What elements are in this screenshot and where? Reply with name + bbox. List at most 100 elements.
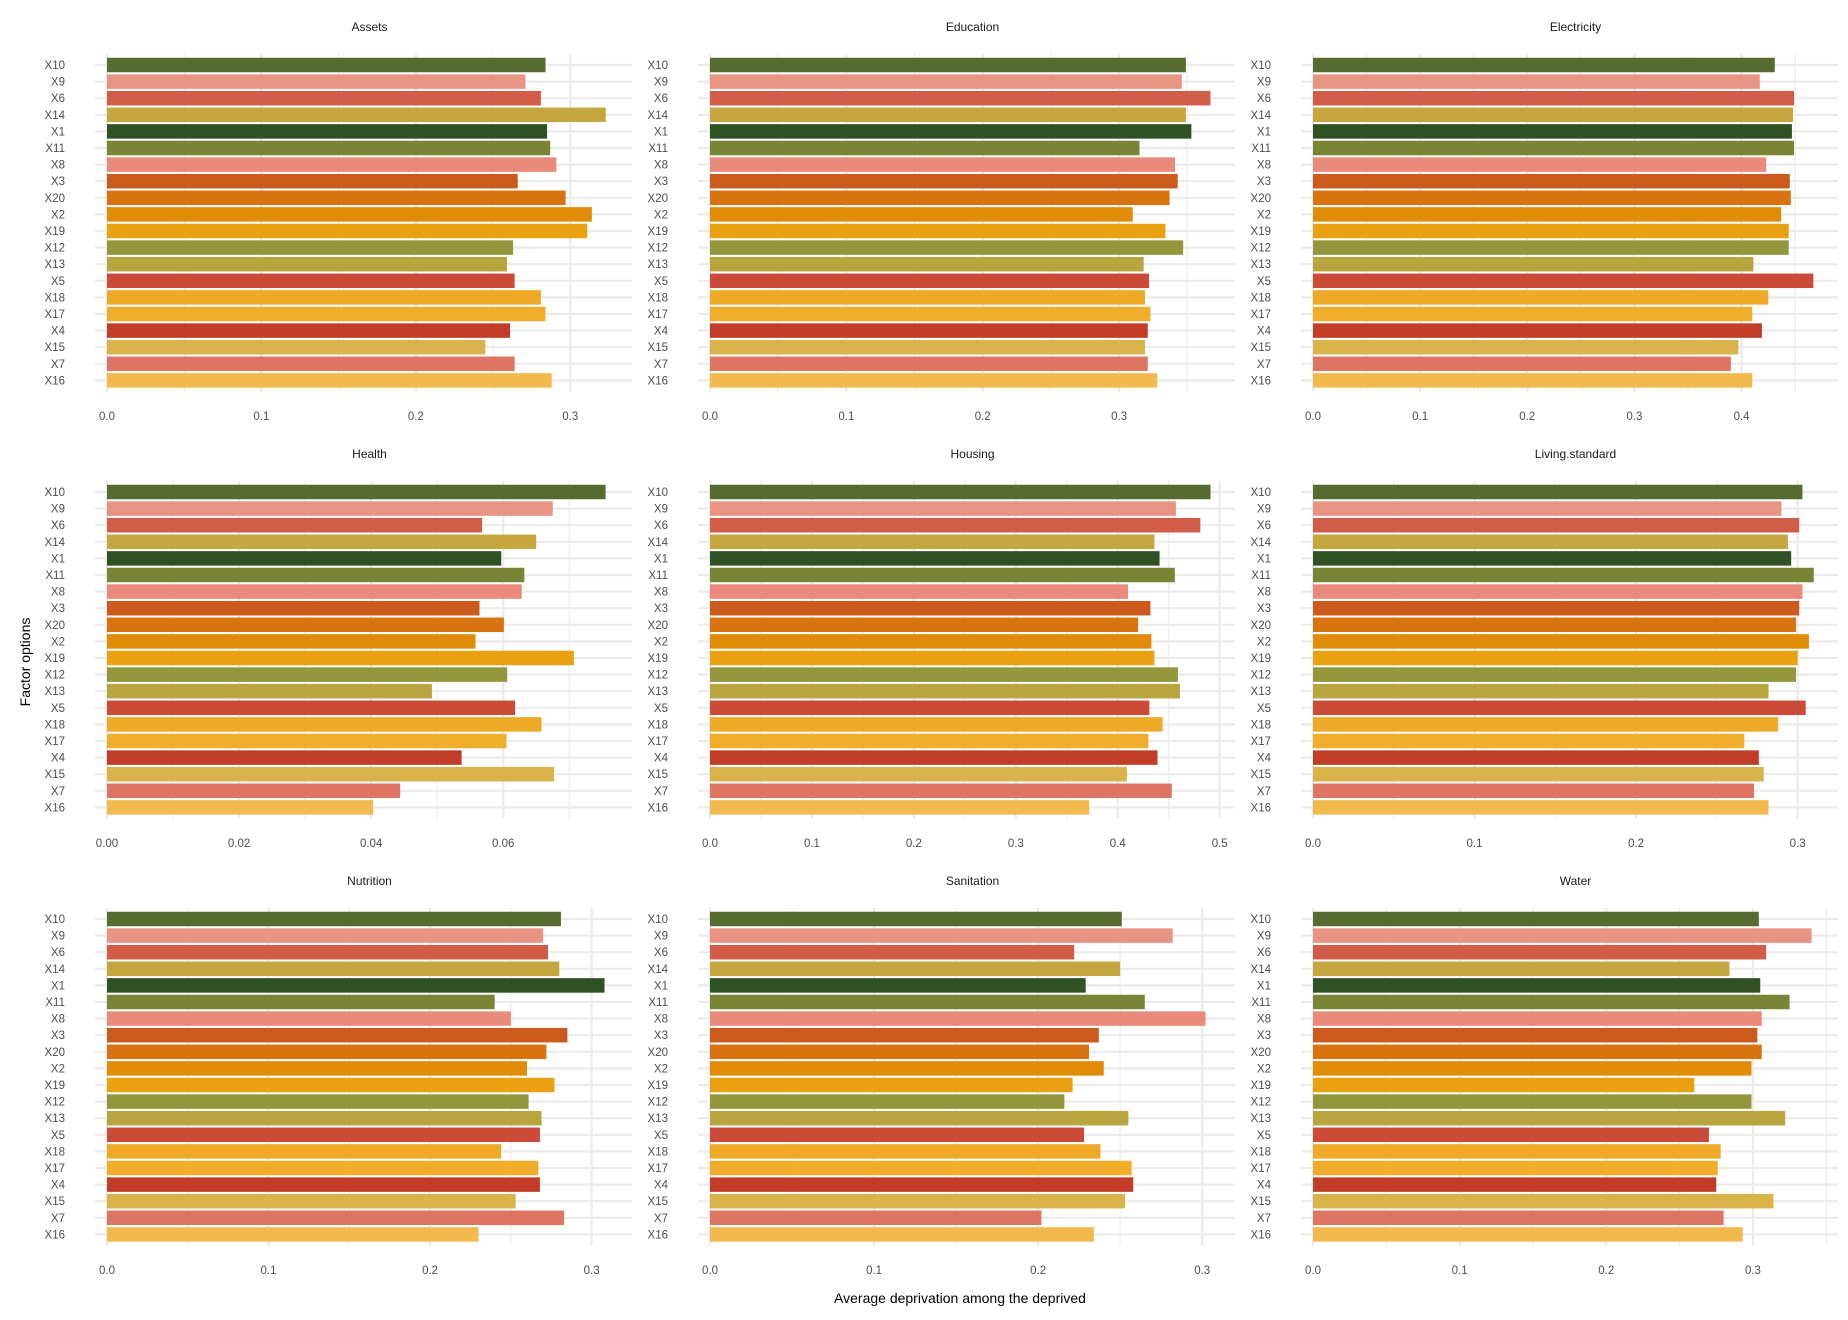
bar-x12 bbox=[1313, 240, 1789, 255]
bar-x15 bbox=[710, 339, 1145, 355]
category-label: X11 bbox=[648, 570, 668, 582]
category-label: X10 bbox=[45, 487, 65, 499]
category-label: X11 bbox=[45, 997, 65, 1009]
bar-x5 bbox=[107, 700, 516, 716]
bar-x15 bbox=[710, 766, 1127, 782]
bar-x9 bbox=[710, 501, 1176, 516]
bar-x8 bbox=[710, 157, 1175, 172]
category-label: X3 bbox=[1257, 176, 1271, 188]
bar-x20 bbox=[107, 1044, 547, 1060]
x-tick-label: 0.4 bbox=[1110, 838, 1127, 850]
bar-x19 bbox=[710, 223, 1166, 239]
category-label: X3 bbox=[51, 176, 65, 188]
panel-housing: X10 X9 X6 X14 X1 X11 X8 X3 X20 X2 X19 X12 X13 X5 X18 X1… bbox=[648, 447, 1235, 850]
category-label: X20 bbox=[1251, 1047, 1271, 1059]
x-tick-label: 0.0 bbox=[99, 1265, 115, 1277]
bar-x16 bbox=[107, 1227, 479, 1242]
x-tick-label: 0.2 bbox=[1628, 838, 1644, 850]
category-label: X1 bbox=[51, 553, 65, 565]
category-label: X6 bbox=[1257, 93, 1271, 105]
bar-x9 bbox=[107, 928, 544, 943]
bar-x5 bbox=[710, 273, 1150, 289]
bar-x8 bbox=[710, 584, 1128, 599]
category-label: X1 bbox=[51, 126, 65, 138]
category-label: X4 bbox=[1257, 753, 1272, 765]
bar-x5 bbox=[107, 1127, 540, 1143]
category-label: X7 bbox=[654, 786, 668, 798]
x-tick-label: 0.1 bbox=[866, 1265, 882, 1277]
category-label: X14 bbox=[648, 537, 669, 549]
bar-x12 bbox=[710, 667, 1178, 682]
bar-x3 bbox=[107, 600, 480, 616]
category-label: X1 bbox=[654, 980, 668, 992]
bar-x4 bbox=[107, 1177, 540, 1192]
category-label: X13 bbox=[45, 686, 65, 698]
x-tick-label: 0.1 bbox=[261, 1265, 277, 1277]
bar-x9 bbox=[1313, 501, 1782, 516]
bar-x11 bbox=[107, 140, 551, 156]
bar-x20 bbox=[1313, 617, 1796, 633]
bar-x17 bbox=[710, 733, 1149, 749]
category-label: X8 bbox=[654, 587, 668, 599]
x-tick-label: 0.5 bbox=[1212, 838, 1228, 850]
bar-x16 bbox=[1313, 800, 1769, 815]
x-tick-label: 0.2 bbox=[975, 411, 991, 423]
category-label: X15 bbox=[648, 769, 668, 781]
x-tick-label: 0.3 bbox=[562, 411, 578, 423]
category-label: X8 bbox=[1257, 587, 1271, 599]
bar-x6 bbox=[107, 944, 548, 960]
category-label: X13 bbox=[1251, 259, 1271, 271]
bar-x18 bbox=[710, 717, 1163, 732]
bar-x4 bbox=[1313, 323, 1762, 338]
category-label: X4 bbox=[654, 326, 669, 338]
bar-x14 bbox=[710, 961, 1121, 977]
category-label: X7 bbox=[654, 359, 668, 371]
bar-x11 bbox=[107, 994, 495, 1010]
category-label: X15 bbox=[1251, 342, 1271, 354]
category-label: X12 bbox=[1251, 1097, 1271, 1109]
bar-x4 bbox=[710, 750, 1158, 765]
bar-x13 bbox=[710, 1110, 1129, 1126]
panel-title: Sanitation bbox=[946, 874, 999, 888]
bar-x18 bbox=[107, 290, 541, 305]
category-label: X11 bbox=[1251, 143, 1271, 155]
x-tick-label: 0.2 bbox=[906, 838, 922, 850]
category-label: X14 bbox=[45, 537, 66, 549]
category-label: X3 bbox=[654, 603, 668, 615]
category-label: X2 bbox=[1257, 1063, 1271, 1075]
category-label: X7 bbox=[1257, 359, 1271, 371]
category-label: X5 bbox=[654, 703, 668, 715]
bar-x3 bbox=[1313, 173, 1790, 189]
bar-x2 bbox=[710, 1061, 1104, 1076]
category-label: X12 bbox=[648, 670, 668, 682]
bar-x15 bbox=[107, 339, 486, 355]
bar-x13 bbox=[107, 256, 507, 272]
bar-x9 bbox=[710, 74, 1182, 89]
category-label: X5 bbox=[654, 276, 668, 288]
bar-x1 bbox=[107, 124, 548, 139]
bar-x12 bbox=[710, 1094, 1065, 1109]
category-label: X20 bbox=[45, 1047, 65, 1059]
bar-x16 bbox=[710, 1227, 1094, 1242]
category-label: X12 bbox=[1251, 670, 1271, 682]
panel-title: Water bbox=[1560, 874, 1592, 888]
x-tick-label: 0.3 bbox=[1111, 411, 1127, 423]
bar-x15 bbox=[710, 1193, 1126, 1209]
category-label: X17 bbox=[648, 736, 668, 748]
x-tick-label: 0.0 bbox=[1305, 1265, 1321, 1277]
category-label: X8 bbox=[654, 160, 668, 172]
panel-assets: X10 X9 X6 X14 X1 X11 X8 X3 X20 X2 X19 X12 X13 X5 X18 X1… bbox=[45, 20, 632, 423]
bar-x2 bbox=[1313, 207, 1782, 222]
bar-x14 bbox=[107, 534, 537, 550]
x-tick-label: 0.1 bbox=[1452, 1265, 1468, 1277]
x-tick-label: 0.0 bbox=[702, 1265, 718, 1277]
category-label: X12 bbox=[45, 243, 65, 255]
category-label: X10 bbox=[45, 914, 65, 926]
category-label: X19 bbox=[1251, 653, 1271, 665]
panel-education: X10 X9 X6 X14 X1 X11 X8 X3 X20 X2 X19 X12 X13 X5 X18 X1… bbox=[648, 20, 1235, 423]
category-label: X10 bbox=[45, 60, 65, 72]
category-label: X20 bbox=[1251, 620, 1271, 632]
bar-x12 bbox=[1313, 667, 1796, 682]
category-label: X9 bbox=[51, 504, 65, 516]
bar-x7 bbox=[710, 356, 1148, 372]
